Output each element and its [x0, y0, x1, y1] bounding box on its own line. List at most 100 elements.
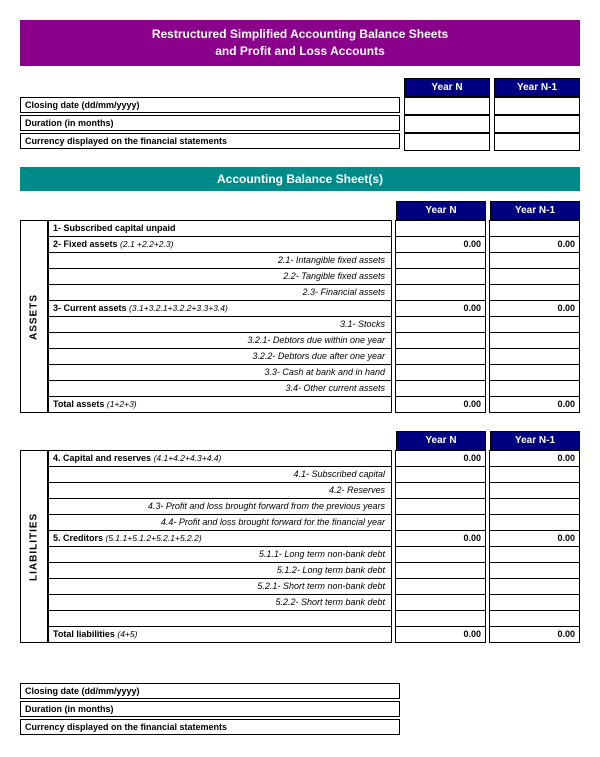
row-year-n[interactable]: [396, 268, 486, 284]
meta-label-currency: Currency displayed on the financial stat…: [21, 719, 400, 734]
row-year-n[interactable]: [396, 348, 486, 364]
row-year-n1[interactable]: [490, 380, 580, 396]
row-year-n1[interactable]: 0.00: [490, 626, 580, 642]
table-row: 3.2.1- Debtors due within one year: [49, 332, 580, 348]
row-year-n[interactable]: [396, 610, 486, 626]
row-year-n1[interactable]: [490, 594, 580, 610]
row-year-n1[interactable]: [490, 546, 580, 562]
row-desc: 4.3- Profit and loss brought forward fro…: [49, 498, 392, 514]
main-title-banner: Restructured Simplified Accounting Balan…: [20, 20, 580, 66]
row-year-n[interactable]: [396, 562, 486, 578]
row-year-n1[interactable]: [490, 482, 580, 498]
row-year-n[interactable]: [396, 220, 486, 236]
row-year-n[interactable]: [396, 364, 486, 380]
row-year-n[interactable]: 0.00: [396, 450, 486, 466]
row-year-n1[interactable]: [490, 578, 580, 594]
row-year-n1[interactable]: [490, 514, 580, 530]
row-year-n1[interactable]: [490, 316, 580, 332]
meta-label-duration: Duration (in months): [21, 115, 400, 130]
meta-closing-year-n1[interactable]: [494, 97, 580, 115]
liabilities-block: LIABILITIES 4. Capital and reserves (4.1…: [20, 450, 580, 643]
table-row: 4.4- Profit and loss brought forward for…: [49, 514, 580, 530]
row-year-n[interactable]: [396, 546, 486, 562]
row-desc: [49, 610, 392, 626]
row-year-n[interactable]: [396, 316, 486, 332]
row-year-n1[interactable]: 0.00: [490, 300, 580, 316]
row-year-n[interactable]: 0.00: [396, 626, 486, 642]
row-year-n1[interactable]: 0.00: [490, 450, 580, 466]
row-year-n1[interactable]: [490, 268, 580, 284]
table-row: 3- Current assets (3.1+3.2.1+3.2.2+3.3+3…: [49, 300, 580, 316]
meta-currency-year-n1[interactable]: [494, 133, 580, 151]
table-row: 5.1.1- Long term non-bank debt: [49, 546, 580, 562]
row-year-n1[interactable]: [490, 284, 580, 300]
row-year-n[interactable]: 0.00: [396, 530, 486, 546]
meta-row-currency: Currency displayed on the financial stat…: [20, 719, 580, 737]
title-line1: Restructured Simplified Accounting Balan…: [152, 27, 448, 41]
meta-row-duration: Duration (in months): [20, 115, 580, 133]
row-desc: Total liabilities (4+5): [49, 626, 392, 642]
row-desc: Total assets (1+2+3): [49, 396, 392, 412]
row-desc: 4.1- Subscribed capital: [49, 466, 392, 482]
assets-block: ASSETS 1- Subscribed capital unpaid2- Fi…: [20, 220, 580, 413]
row-year-n[interactable]: 0.00: [396, 300, 486, 316]
meta-currency-year-n[interactable]: [404, 133, 490, 151]
row-year-n1[interactable]: 0.00: [490, 530, 580, 546]
year-n-header: Year N: [404, 78, 490, 97]
row-year-n[interactable]: [396, 514, 486, 530]
row-year-n1[interactable]: [490, 220, 580, 236]
row-year-n1[interactable]: [490, 498, 580, 514]
row-desc: 2.1- Intangible fixed assets: [49, 252, 392, 268]
year-n1-header-liab: Year N-1: [490, 431, 580, 450]
table-row: 3.2.2- Debtors due after one year: [49, 348, 580, 364]
row-year-n1[interactable]: [490, 252, 580, 268]
table-row: 2.2- Tangible fixed assets: [49, 268, 580, 284]
table-row: 2.3- Financial assets: [49, 284, 580, 300]
row-desc: 2.2- Tangible fixed assets: [49, 268, 392, 284]
row-year-n1[interactable]: [490, 610, 580, 626]
row-desc: 5. Creditors (5.1.1+5.1.2+5.2.1+5.2.2): [49, 530, 392, 546]
year-n-header-assets: Year N: [396, 201, 486, 220]
year-header-liabilities: Year N Year N-1: [20, 431, 580, 450]
row-desc: 2.3- Financial assets: [49, 284, 392, 300]
table-row: 3.3- Cash at bank and in hand: [49, 364, 580, 380]
table-row: 5.2.2- Short term bank debt: [49, 594, 580, 610]
row-year-n1[interactable]: [490, 562, 580, 578]
meta-row-closing: Closing date (dd/mm/yyyy): [20, 683, 580, 701]
year-header-assets: Year N Year N-1: [20, 201, 580, 220]
row-year-n1[interactable]: 0.00: [490, 236, 580, 252]
row-year-n1[interactable]: [490, 466, 580, 482]
meta-closing-year-n[interactable]: [404, 97, 490, 115]
meta-label-currency: Currency displayed on the financial stat…: [21, 133, 400, 148]
row-year-n[interactable]: 0.00: [396, 236, 486, 252]
row-year-n[interactable]: 0.00: [396, 396, 486, 412]
row-year-n[interactable]: [396, 252, 486, 268]
row-desc: 3- Current assets (3.1+3.2.1+3.2.2+3.3+3…: [49, 300, 392, 316]
meta-row-closing: Closing date (dd/mm/yyyy): [20, 97, 580, 115]
row-desc: 3.1- Stocks: [49, 316, 392, 332]
table-row: Total liabilities (4+5)0.000.00: [49, 626, 580, 642]
table-row: 2- Fixed assets (2.1 +2.2+2.3)0.000.00: [49, 236, 580, 252]
row-year-n[interactable]: [396, 578, 486, 594]
row-year-n[interactable]: [396, 332, 486, 348]
row-year-n1[interactable]: 0.00: [490, 396, 580, 412]
row-year-n[interactable]: [396, 466, 486, 482]
row-year-n[interactable]: [396, 380, 486, 396]
table-row: Total assets (1+2+3)0.000.00: [49, 396, 580, 412]
row-year-n1[interactable]: [490, 332, 580, 348]
row-year-n[interactable]: [396, 284, 486, 300]
row-desc: 5.1.2- Long term bank debt: [49, 562, 392, 578]
liabilities-table: 4. Capital and reserves (4.1+4.2+4.3+4.4…: [48, 450, 580, 643]
table-row: 4.2- Reserves: [49, 482, 580, 498]
meta-label-duration: Duration (in months): [21, 701, 400, 716]
meta-duration-year-n[interactable]: [404, 115, 490, 133]
row-year-n[interactable]: [396, 482, 486, 498]
row-year-n[interactable]: [396, 498, 486, 514]
year-n1-header: Year N-1: [494, 78, 580, 97]
row-year-n1[interactable]: [490, 348, 580, 364]
meta-duration-year-n1[interactable]: [494, 115, 580, 133]
row-year-n1[interactable]: [490, 364, 580, 380]
row-year-n[interactable]: [396, 594, 486, 610]
row-desc: 5.2.1- Short term non-bank debt: [49, 578, 392, 594]
table-row: 3.4- Other current assets: [49, 380, 580, 396]
